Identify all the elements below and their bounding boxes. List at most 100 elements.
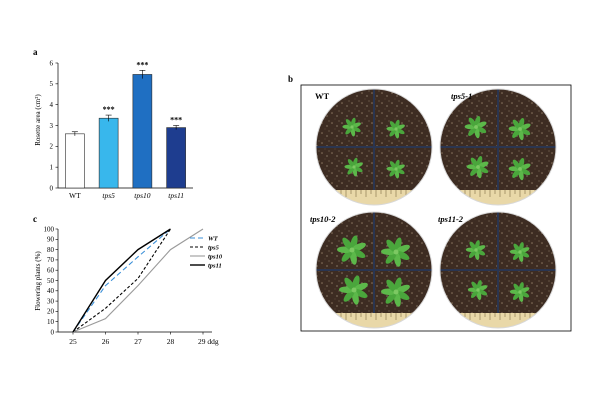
bar-ytick-label: 1 [50,163,54,171]
photo-border [315,88,433,206]
photo-label-tps5-1: tps5-1 [451,91,472,101]
flowering-chart: Flowering plants (%) 0 10 20 30 40 50 60 70 80 90… [34,225,223,346]
plant-leaf [342,237,353,251]
photo-border [439,211,557,329]
plant-leaf [389,128,397,137]
photo-tps10-2 [316,212,432,328]
plant-center [394,127,398,131]
plant-leaf [395,168,405,175]
legend-label-tps10: tps10 [208,253,223,260]
plant-leaf [512,168,521,178]
bar-category-label: tps5 [102,191,115,200]
bar-y-axis-title: Rosette area (cm²) [34,94,42,146]
line-ytick-label: 10 [47,318,55,326]
photo-border [439,88,557,206]
line-ytick-label: 0 [51,328,55,336]
rosette-area-chart: Rosette area (cm²) 0 1 2 3 4 5 6 *** *** *** WT t… [34,59,193,200]
line-ytick-label: 70 [47,256,55,264]
photo-label-tps11-2: tps11-2 [438,214,464,224]
panel-c-label: c [33,214,37,224]
plant-leaf [512,251,521,260]
line-xtick-label: 25 [69,337,77,346]
bar-category-label: WT [69,191,81,200]
plant-center [349,247,355,253]
plant-leaf [475,126,487,134]
plant-center [393,249,399,255]
plant-leaf [513,283,521,293]
plant-leaf [345,119,353,128]
panel-b-label: b [288,74,293,84]
line-ytick-label: 80 [47,246,55,254]
plant-leaf [347,159,355,168]
plant-leaf [389,121,397,130]
line-ytick-label: 100 [44,225,55,233]
plant-leaf [512,159,521,170]
plant-leaf [344,277,355,291]
plant-leaf [343,289,355,302]
plant-leaf [351,126,361,133]
plant-leaf [468,126,477,136]
legend-label-WT: WT [208,235,219,242]
plant-leaf [347,166,355,175]
line-xtick-label: 27 [134,337,142,346]
series-line-tps5 [72,228,171,333]
plant-leaf [512,119,521,130]
bar-tps10 [132,74,153,189]
bar-ytick-label: 0 [50,184,54,192]
plant-center [474,248,478,252]
plant-leaf [385,291,397,304]
plant-leaf [469,241,477,251]
plant-leaf [395,250,410,261]
plant-leaf [345,126,353,135]
line-ytick-label: 90 [47,236,55,244]
series-line-tps10 [72,228,204,333]
plant-center [518,167,522,171]
photo-tps11-2 [440,212,556,328]
plant-leaf [351,248,366,259]
line-ytick-label: 40 [47,287,55,295]
plant-center [352,165,356,169]
series-line-WT [72,228,171,333]
series-line-tps11 [72,228,171,333]
plant-leaf [353,288,368,299]
plant-leaf [395,128,405,135]
plant-leaf [386,279,397,293]
bar-tps11 [166,127,186,189]
legend-label-tps11: tps11 [208,262,222,269]
line-ytick-label: 60 [47,267,55,275]
plant-leaf [353,166,363,173]
plant-center [393,289,399,295]
plant-leaf [470,166,479,176]
plant-leaf [477,166,489,174]
plant-leaf [519,168,531,176]
plant-leaf [385,251,397,264]
plant-center [351,287,357,293]
bar-category-label: tps11 [168,191,184,200]
significance-label: *** [136,60,148,69]
photo-label-tps10-2: tps10-2 [310,214,336,224]
plant-center [476,165,480,169]
bar-ytick-label: 2 [50,143,54,151]
line-xtick-label: 29 ddg [198,337,219,346]
plant-center [474,125,478,129]
plant-leaf [389,168,397,177]
plant-leaf [512,291,521,300]
significance-label: *** [103,105,115,114]
photo-border [315,211,433,329]
bar-ytick-label: 3 [50,122,54,130]
plant-leaf [386,239,397,253]
bar-category-label: tps10 [134,191,151,200]
line-ytick-label: 30 [47,297,55,305]
plant-center [518,250,522,254]
plant-center [350,125,354,129]
panel-a-label: a [33,47,38,57]
plant-leaf [470,289,479,298]
bar-WT [65,133,85,189]
bar-tps5 [98,117,119,189]
legend-label-tps5: tps5 [208,244,220,251]
plant-leaf [341,249,353,262]
plant-leaf [468,249,477,258]
line-ytick-label: 20 [47,308,55,316]
plant-leaf [512,128,521,138]
